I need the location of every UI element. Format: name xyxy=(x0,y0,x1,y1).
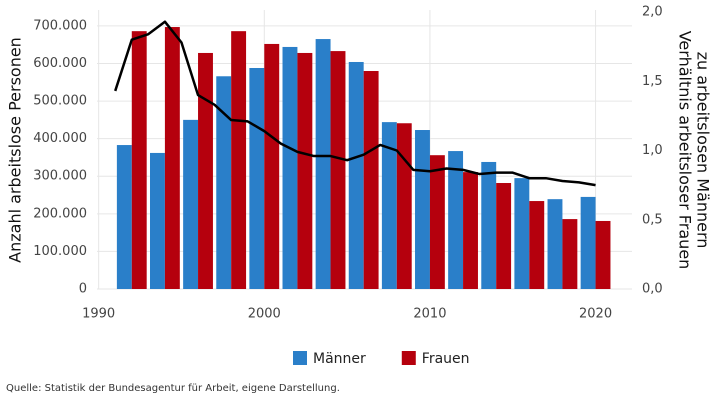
y2-tick-label: 0,5 xyxy=(642,212,663,227)
y-tick-label: 100.000 xyxy=(33,244,87,259)
bar xyxy=(315,39,331,289)
bar xyxy=(429,155,445,289)
bar xyxy=(131,31,147,290)
y2-tick-label: 1,0 xyxy=(642,143,663,158)
y-tick-label: 400.000 xyxy=(33,131,87,146)
legend-swatch xyxy=(401,351,416,365)
bar xyxy=(150,152,165,289)
bar xyxy=(297,52,313,289)
bar xyxy=(183,119,199,290)
bar xyxy=(580,196,596,289)
source-note: Quelle: Statistik der Bundesagentur für … xyxy=(6,383,340,394)
x-tick-label: 1990 xyxy=(82,307,115,322)
bar xyxy=(496,183,512,289)
line xyxy=(114,20,596,187)
y2-axis-title: Verhältnis arbeitsloser Frauen xyxy=(676,31,695,270)
bar xyxy=(463,172,478,289)
x-tick-label: 2020 xyxy=(579,307,612,322)
y2-tick-label: 1,5 xyxy=(642,74,663,89)
y-tick-label: 700.000 xyxy=(33,18,87,33)
bar xyxy=(116,145,132,289)
bar xyxy=(231,31,247,290)
bar xyxy=(264,43,280,289)
bar xyxy=(164,27,180,289)
y2-tick-label: 2,0 xyxy=(642,5,663,20)
y-tick-label: 500.000 xyxy=(33,94,87,109)
bar xyxy=(396,123,412,290)
bar xyxy=(216,76,232,289)
bar xyxy=(363,71,379,289)
bar xyxy=(562,219,578,289)
bar xyxy=(348,61,364,289)
y-tick-label: 0 xyxy=(79,282,87,297)
bar xyxy=(282,46,298,289)
bar xyxy=(481,161,497,289)
legend: Männer Frauen xyxy=(293,351,470,367)
bar xyxy=(514,178,530,289)
y-tick-label: 600.000 xyxy=(33,56,87,71)
bar xyxy=(381,122,397,289)
x-tick-label: 2000 xyxy=(248,307,281,322)
legend-label: Männer xyxy=(313,351,366,367)
legend-label: Frauen xyxy=(422,351,470,367)
bar xyxy=(547,199,563,289)
bar xyxy=(448,151,464,289)
y2-tick-label: 0,0 xyxy=(642,282,663,297)
bar xyxy=(529,201,545,289)
y2-axis-title: zu arbeitslosen Männern xyxy=(694,52,713,249)
bar xyxy=(415,130,430,289)
x-tick-label: 2010 xyxy=(413,307,446,322)
bar xyxy=(595,220,611,289)
y-axis-title: Anzahl arbeitslose Personen xyxy=(6,37,25,263)
y-tick-label: 300.000 xyxy=(33,169,87,184)
legend-swatch xyxy=(293,351,307,365)
bar xyxy=(198,52,213,289)
plot-area xyxy=(97,10,632,290)
y-tick-label: 200.000 xyxy=(33,206,87,221)
bar xyxy=(249,68,265,289)
bar xyxy=(330,51,346,289)
